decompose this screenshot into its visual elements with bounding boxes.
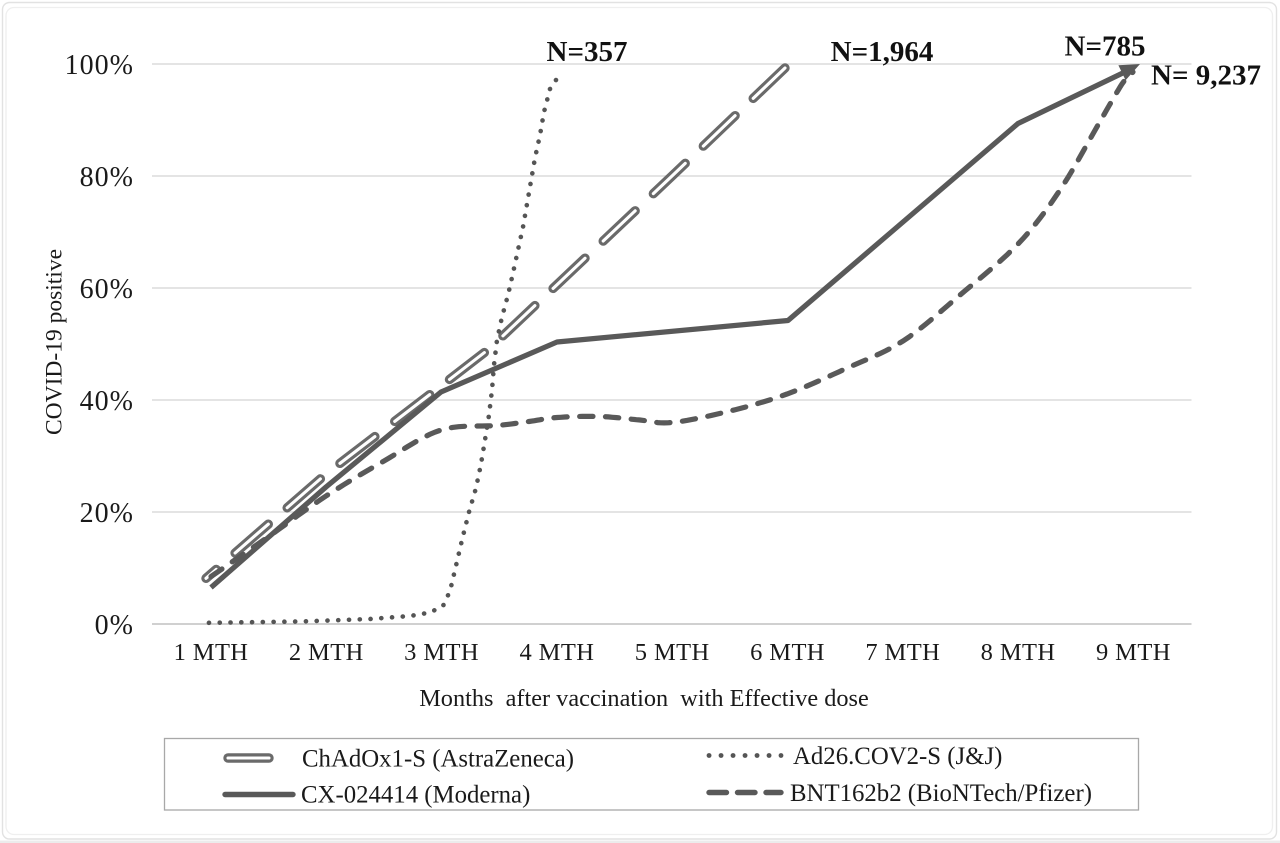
svg-text:7 MTH: 7 MTH	[865, 639, 940, 666]
svg-text:BNT162b2 (BioNTech/Pfizer): BNT162b2 (BioNTech/Pfizer)	[790, 780, 1092, 807]
svg-text:3 MTH: 3 MTH	[404, 639, 479, 666]
svg-text:Ad26.COV2-S (J&J): Ad26.COV2-S (J&J)	[793, 743, 1002, 770]
svg-text:Months after vaccination wit: Months after vaccination with Effective …	[419, 685, 869, 712]
svg-text:40%: 40%	[80, 386, 134, 417]
svg-text:CX-024414 (Moderna): CX-024414 (Moderna)	[301, 782, 530, 809]
svg-text:0%: 0%	[95, 610, 134, 641]
svg-text:N= 9,237: N= 9,237	[1151, 60, 1261, 92]
svg-text:6 MTH: 6 MTH	[750, 639, 825, 666]
svg-text:N=1,964: N=1,964	[831, 36, 934, 68]
svg-text:9 MTH: 9 MTH	[1096, 639, 1171, 666]
svg-text:N=357: N=357	[547, 36, 628, 68]
svg-text:100%: 100%	[65, 50, 134, 81]
svg-text:N=785: N=785	[1065, 31, 1146, 63]
svg-text:20%: 20%	[80, 498, 134, 529]
svg-text:1 MTH: 1 MTH	[174, 639, 249, 666]
svg-text:80%: 80%	[80, 162, 134, 193]
svg-text:4 MTH: 4 MTH	[519, 639, 594, 666]
svg-text:COVID-19 positive: COVID-19 positive	[42, 249, 68, 435]
svg-text:8 MTH: 8 MTH	[981, 639, 1056, 666]
svg-text:60%: 60%	[80, 274, 134, 305]
svg-text:2 MTH: 2 MTH	[289, 639, 364, 666]
svg-text:ChAdOx1-S (AstraZeneca): ChAdOx1-S (AstraZeneca)	[302, 746, 574, 773]
svg-text:5 MTH: 5 MTH	[635, 639, 710, 666]
